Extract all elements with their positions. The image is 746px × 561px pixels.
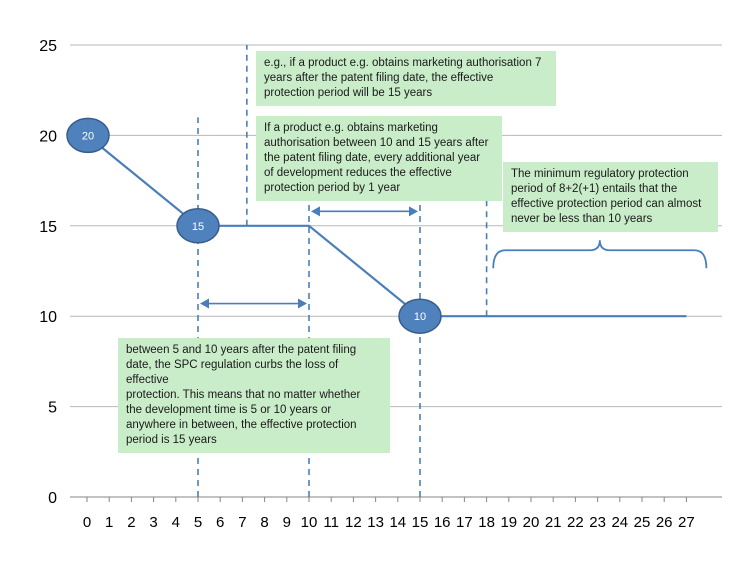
curly-brace	[492, 240, 708, 269]
annotation-line: the patent filing date, every additional…	[264, 152, 481, 164]
x-tick-label: 6	[216, 514, 224, 531]
x-tick-label: 5	[194, 514, 202, 531]
y-tick-label: 5	[48, 400, 57, 417]
dashed-reference-lines	[197, 45, 488, 497]
x-tick-label: 25	[634, 514, 651, 531]
x-tick-label: 19	[500, 514, 517, 531]
x-tick-label: 22	[567, 514, 584, 531]
y-tick-label: 10	[39, 309, 57, 326]
x-tick-label: 18	[478, 514, 495, 531]
annotation-line: effective protection period can almost	[511, 198, 702, 210]
x-tick-label: 10	[301, 514, 318, 531]
annotation-line: The minimum regulatory protection	[511, 168, 689, 180]
y-tick-label: 25	[39, 38, 57, 55]
data-marker-label: 15	[192, 221, 204, 233]
annotation-line: If a product e.g. obtains marketing	[264, 122, 438, 134]
x-tick-label: 26	[656, 514, 673, 531]
x-tick-label: 14	[389, 514, 406, 531]
annotation-line: never be less than 10 years	[511, 213, 653, 225]
x-tick-label: 1	[105, 514, 113, 531]
annotation-box-minimum-protection: The minimum regulatory protection period…	[503, 162, 718, 232]
x-tick-label: 11	[323, 514, 339, 531]
annotation-line: the development time is 5 or 10 years or	[126, 404, 332, 416]
x-tick-label: 8	[260, 514, 268, 531]
annotation-box-10-15-years: If a product e.g. obtains marketing auth…	[256, 116, 502, 201]
annotation-line: protection period by 1 year	[264, 182, 401, 194]
y-tick-labels: 0 5 10 15 20 25	[39, 38, 57, 507]
y-tick-label: 15	[39, 219, 57, 236]
x-tick-label: 16	[434, 514, 451, 531]
data-marker-label: 10	[414, 311, 426, 323]
range-arrow-head-left	[200, 298, 209, 309]
annotation-line: period of 8+2(+1) entails that the	[511, 183, 678, 195]
x-tick-label: 27	[678, 514, 695, 531]
annotation-line: between 5 and 10 years after the patent …	[126, 344, 357, 356]
range-arrows	[200, 206, 418, 309]
x-tick-label: 13	[367, 514, 384, 531]
annotation-line: anywhere in between, the effective prote…	[126, 419, 357, 431]
series-line	[86, 134, 687, 318]
annotation-line: protection. This means that no matter wh…	[126, 389, 361, 401]
x-tick-label: 15	[412, 514, 429, 531]
x-tick-label: 9	[283, 514, 291, 531]
annotation-line: e.g., if a product e.g. obtains marketin…	[264, 57, 542, 69]
annotation-line: of development reduces the effective	[264, 167, 452, 179]
x-tick-label: 21	[545, 514, 562, 531]
annotation-line: date, the SPC regulation curbs the loss …	[126, 359, 339, 386]
annotation-line: authorisation between 10 and 15 years af…	[264, 137, 489, 149]
annotation-box-7-years: e.g., if a product e.g. obtains marketin…	[256, 51, 556, 106]
x-tick-label: 3	[149, 514, 157, 531]
x-tick-label: 23	[589, 514, 606, 531]
x-tick-label: 24	[611, 514, 628, 531]
y-tick-label: 20	[39, 128, 57, 145]
annotation-line: years after the patent filing date, the …	[264, 72, 494, 84]
annotation-box-5-10-years: between 5 and 10 years after the patent …	[118, 338, 390, 453]
data-markers: 20 15 10	[66, 117, 442, 334]
range-arrow-head-left	[311, 206, 320, 217]
minimum-protection-brace	[492, 240, 708, 269]
data-marker	[66, 117, 110, 154]
data-marker-label: 20	[82, 130, 94, 142]
data-marker	[176, 208, 220, 244]
annotation-line: period is 15 years	[126, 434, 217, 446]
series-line-group	[86, 134, 687, 318]
x-tick-label: 12	[345, 514, 362, 531]
x-tick-label: 20	[523, 514, 540, 531]
y-tick-label: 0	[48, 490, 57, 507]
x-tick-label: 4	[172, 514, 180, 531]
x-tick-label: 17	[456, 514, 473, 531]
x-tick-label: 7	[238, 514, 246, 531]
range-arrow-head-right	[409, 206, 418, 217]
annotation-line: protection period will be 15 years	[264, 87, 433, 99]
x-tick-label: 0	[83, 514, 91, 531]
range-arrow-head-right	[298, 298, 307, 309]
x-tick-label: 2	[127, 514, 135, 531]
x-tick-labels: 0 1 2 3 4 5 6 7 8 9 10 11 12 13 14 15 16 17 18 19 20 21 22 23 24…	[83, 514, 695, 531]
data-marker	[398, 298, 442, 334]
